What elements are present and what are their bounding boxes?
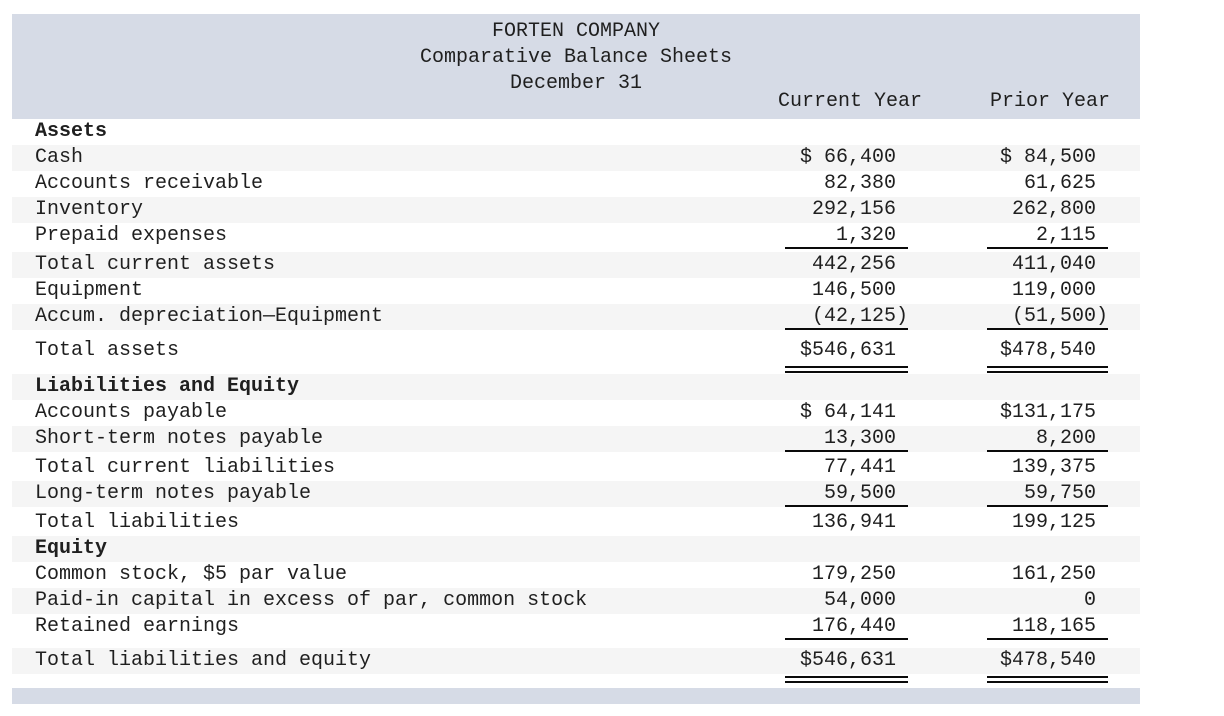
row-label: Cash bbox=[35, 146, 84, 169]
row-label: Prepaid expenses bbox=[35, 224, 228, 247]
row-label: Retained earnings bbox=[35, 615, 240, 638]
row-label: Accounts receivable bbox=[35, 172, 264, 195]
row-value-prior: 161,250 bbox=[1011, 563, 1096, 586]
row-value-prior: 119,000 bbox=[1011, 279, 1096, 302]
report-title-block: FORTEN COMPANY Comparative Balance Sheet… bbox=[12, 14, 1140, 97]
table-row: Long-term notes payable 59,500 59,750 bbox=[12, 481, 1140, 507]
table-row: Prepaid expenses 1,320 2,115 bbox=[12, 223, 1140, 249]
table-row: Accounts receivable 82,380 61,625 bbox=[12, 171, 1140, 197]
row-value-current: 179,250 bbox=[811, 563, 896, 586]
table-row: Total liabilities 136,941 199,125 bbox=[12, 510, 1140, 536]
row-value-current: $546,631 bbox=[785, 648, 908, 683]
table-row: Total liabilities and equity $546,631 $478… bbox=[12, 648, 1140, 683]
row-value-prior: $ 84,500 bbox=[999, 146, 1096, 169]
row-label: Long-term notes payable bbox=[35, 482, 312, 505]
row-value-current: 77,441 bbox=[823, 456, 896, 479]
row-value-current: $546,631 bbox=[785, 338, 908, 373]
table-row: Total current assets 442,256 411,040 bbox=[12, 252, 1140, 278]
row-label: Equipment bbox=[35, 279, 144, 302]
table-row: Common stock, $5 par value 179,250 161,250 bbox=[12, 562, 1140, 588]
row-value-prior: 262,800 bbox=[1011, 198, 1096, 221]
row-value-current: 59,500 bbox=[785, 481, 908, 507]
column-header-current-year: Current Year bbox=[777, 90, 922, 113]
row-value-prior: $131,175 bbox=[999, 401, 1096, 424]
column-header-prior-year: Prior Year bbox=[989, 90, 1110, 113]
table-row: Total assets $546,631 $478,540 bbox=[12, 338, 1140, 373]
section-label: Equity bbox=[35, 537, 108, 560]
table-row: Accounts payable $ 64,141 $131,175 bbox=[12, 400, 1140, 426]
row-label: Inventory bbox=[35, 198, 144, 221]
row-value-prior: 8,200 bbox=[987, 426, 1108, 452]
row-value-current: $ 64,141 bbox=[799, 401, 896, 424]
row-value-prior: 59,750 bbox=[987, 481, 1108, 507]
row-value-current: 13,300 bbox=[785, 426, 908, 452]
report-title: Comparative Balance Sheets bbox=[419, 46, 733, 69]
row-label: Total liabilities and equity bbox=[35, 649, 372, 672]
table-row: Paid-in capital in excess of par, common… bbox=[12, 588, 1140, 614]
row-value-prior: 0 bbox=[1083, 589, 1096, 612]
row-label: Accounts payable bbox=[35, 401, 228, 424]
row-value-prior: 411,040 bbox=[1011, 253, 1096, 276]
row-value-current: 146,500 bbox=[811, 279, 896, 302]
row-label: Common stock, $5 par value bbox=[35, 563, 348, 586]
table-row: Cash $ 66,400 $ 84,500 bbox=[12, 145, 1140, 171]
company-name: FORTEN COMPANY bbox=[491, 20, 661, 43]
row-value-current: 82,380 bbox=[823, 172, 896, 195]
balance-sheet: FORTEN COMPANY Comparative Balance Sheet… bbox=[12, 14, 1140, 704]
table-row: Short-term notes payable 13,300 8,200 bbox=[12, 426, 1140, 452]
row-value-prior: (51,500) bbox=[987, 304, 1108, 330]
row-value-current: 176,440 bbox=[785, 614, 908, 640]
row-value-prior: 2,115 bbox=[987, 223, 1108, 249]
row-value-prior: $478,540 bbox=[987, 338, 1108, 373]
table-row: Equipment 146,500 119,000 bbox=[12, 278, 1140, 304]
row-value-prior: 118,165 bbox=[987, 614, 1108, 640]
row-value-current: 292,156 bbox=[811, 198, 896, 221]
row-label: Total liabilities bbox=[35, 511, 240, 534]
balance-sheet-table: Assets Cash $ 66,400 $ 84,500 Accounts recei… bbox=[12, 119, 1140, 683]
section-label: Liabilities and Equity bbox=[35, 375, 300, 398]
row-value-prior: 61,625 bbox=[1023, 172, 1096, 195]
row-value-current: 54,000 bbox=[823, 589, 896, 612]
row-label: Total assets bbox=[35, 339, 180, 362]
row-value-current: 442,256 bbox=[811, 253, 896, 276]
footer-band bbox=[12, 688, 1140, 704]
row-value-prior: 199,125 bbox=[1011, 511, 1096, 534]
row-value-current: 1,320 bbox=[785, 223, 908, 249]
row-value-current: 136,941 bbox=[811, 511, 896, 534]
row-value-current: $ 66,400 bbox=[799, 146, 896, 169]
table-row: Inventory 292,156 262,800 bbox=[12, 197, 1140, 223]
row-label: Total current liabilities bbox=[35, 456, 336, 479]
table-row: Equity bbox=[12, 536, 1140, 562]
row-label: Accum. depreciation—Equipment bbox=[35, 305, 384, 328]
row-label: Total current assets bbox=[35, 253, 276, 276]
section-label: Assets bbox=[35, 120, 108, 143]
table-row: Retained earnings 176,440 118,165 bbox=[12, 614, 1140, 640]
table-row: Liabilities and Equity bbox=[12, 374, 1140, 400]
report-date: December 31 bbox=[509, 72, 643, 95]
row-label: Paid-in capital in excess of par, common… bbox=[35, 589, 588, 612]
row-label: Short-term notes payable bbox=[35, 427, 324, 450]
report-header: FORTEN COMPANY Comparative Balance Sheet… bbox=[12, 14, 1140, 119]
column-headers: Current Year Prior Year bbox=[12, 90, 1140, 114]
table-row: Accum. depreciation—Equipment (42,125) (51… bbox=[12, 304, 1140, 330]
row-value-current: (42,125) bbox=[785, 304, 908, 330]
table-row: Total current liabilities 77,441 139,375 bbox=[12, 455, 1140, 481]
row-value-prior: 139,375 bbox=[1011, 456, 1096, 479]
table-row: Assets bbox=[12, 119, 1140, 145]
row-value-prior: $478,540 bbox=[987, 648, 1108, 683]
